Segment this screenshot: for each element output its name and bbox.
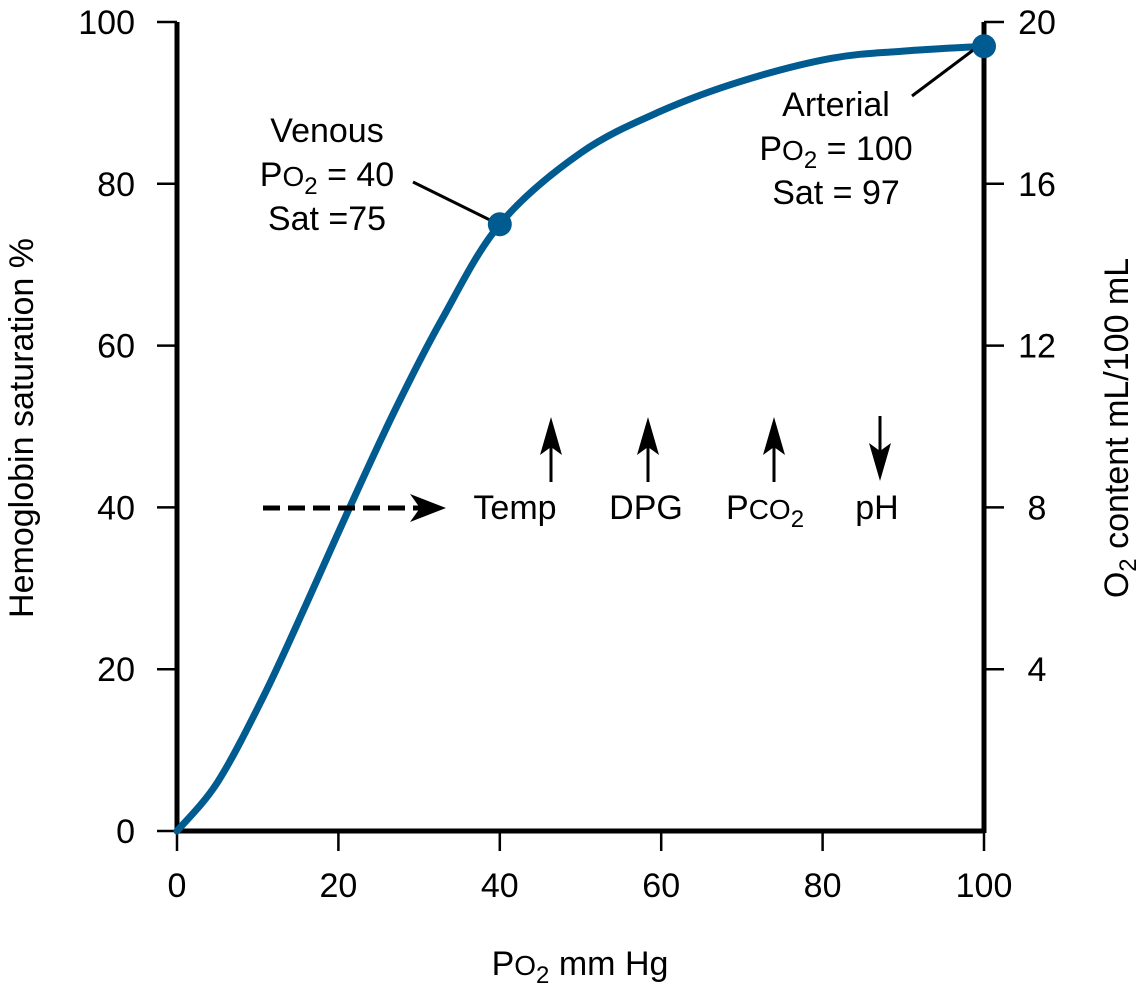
- factor-dpg: DPG: [609, 417, 683, 527]
- arterial-label-line2: PO2 = 100: [759, 130, 912, 174]
- venous-leader-line: [412, 180, 495, 224]
- right-shift-arrow: [263, 494, 446, 522]
- y2-axis-label: O2 content mL/100 mL: [1098, 258, 1142, 598]
- x-axis-label: PO2 mm Hg: [492, 945, 669, 989]
- x-tick-label: 0: [168, 867, 187, 905]
- x-tick-label: 100: [956, 867, 1013, 905]
- arterial-annotation: Arterial PO2 = 100 Sat = 97: [759, 86, 912, 212]
- marked-points: [487, 34, 996, 237]
- y-tick-label: 0: [116, 813, 135, 851]
- venous-annotation: Venous PO2 = 40 Sat =75: [260, 112, 394, 238]
- y-tick-labels: 0 20 40 60 80 100: [78, 4, 135, 851]
- factor-ph: pH: [855, 416, 899, 527]
- arrow-down-icon: [869, 443, 891, 481]
- arterial-label-line1: Arterial: [782, 86, 890, 124]
- factor-label-ph: pH: [855, 489, 898, 527]
- y2-tick-label: 4: [1028, 651, 1047, 689]
- arrow-up-icon: [540, 417, 562, 455]
- arrow-up-icon: [637, 417, 659, 455]
- venous-point-marker: [487, 212, 512, 237]
- y-tick-label: 60: [97, 328, 135, 366]
- y2-tick-label: 12: [1018, 328, 1056, 366]
- x-tick-label: 60: [642, 867, 680, 905]
- x-tick-label: 40: [481, 867, 519, 905]
- axes: [157, 20, 1004, 851]
- y2-tick-labels: 4 8 12 16 20: [1018, 4, 1056, 689]
- y-tick-label: 80: [97, 166, 135, 204]
- y2-tick-label: 8: [1028, 489, 1047, 527]
- arterial-label-line3: Sat = 97: [772, 174, 900, 212]
- factor-label-pco2: PCO2: [726, 489, 804, 533]
- x-tick-label: 80: [804, 867, 842, 905]
- arrow-up-icon: [763, 417, 785, 455]
- venous-label-line2: PO2 = 40: [260, 156, 394, 200]
- arterial-leader-line: [911, 46, 977, 98]
- factor-pco2: PCO2: [726, 417, 804, 533]
- y2-tick-label: 20: [1018, 4, 1056, 42]
- shift-factors: Temp DPG PCO2 pH: [473, 416, 899, 533]
- x-tick-label: 20: [319, 867, 357, 905]
- dissociation-curve-line: [173, 42, 988, 835]
- factor-temp: Temp: [473, 417, 562, 527]
- y-tick-label: 100: [78, 4, 135, 42]
- arrow-right-icon: [410, 494, 446, 522]
- y-tick-label: 20: [97, 651, 135, 689]
- x-tick-labels: 0 20 40 60 80 100: [168, 867, 1013, 905]
- y-tick-label: 40: [97, 489, 135, 527]
- factor-label-temp: Temp: [473, 489, 556, 527]
- venous-label-line1: Venous: [270, 112, 383, 150]
- venous-label-line3: Sat =75: [268, 200, 386, 238]
- y2-tick-label: 16: [1018, 166, 1056, 204]
- y-axis-label: Hemoglobin saturation %: [3, 238, 41, 618]
- arterial-point-marker: [972, 34, 996, 59]
- factor-label-dpg: DPG: [609, 489, 683, 527]
